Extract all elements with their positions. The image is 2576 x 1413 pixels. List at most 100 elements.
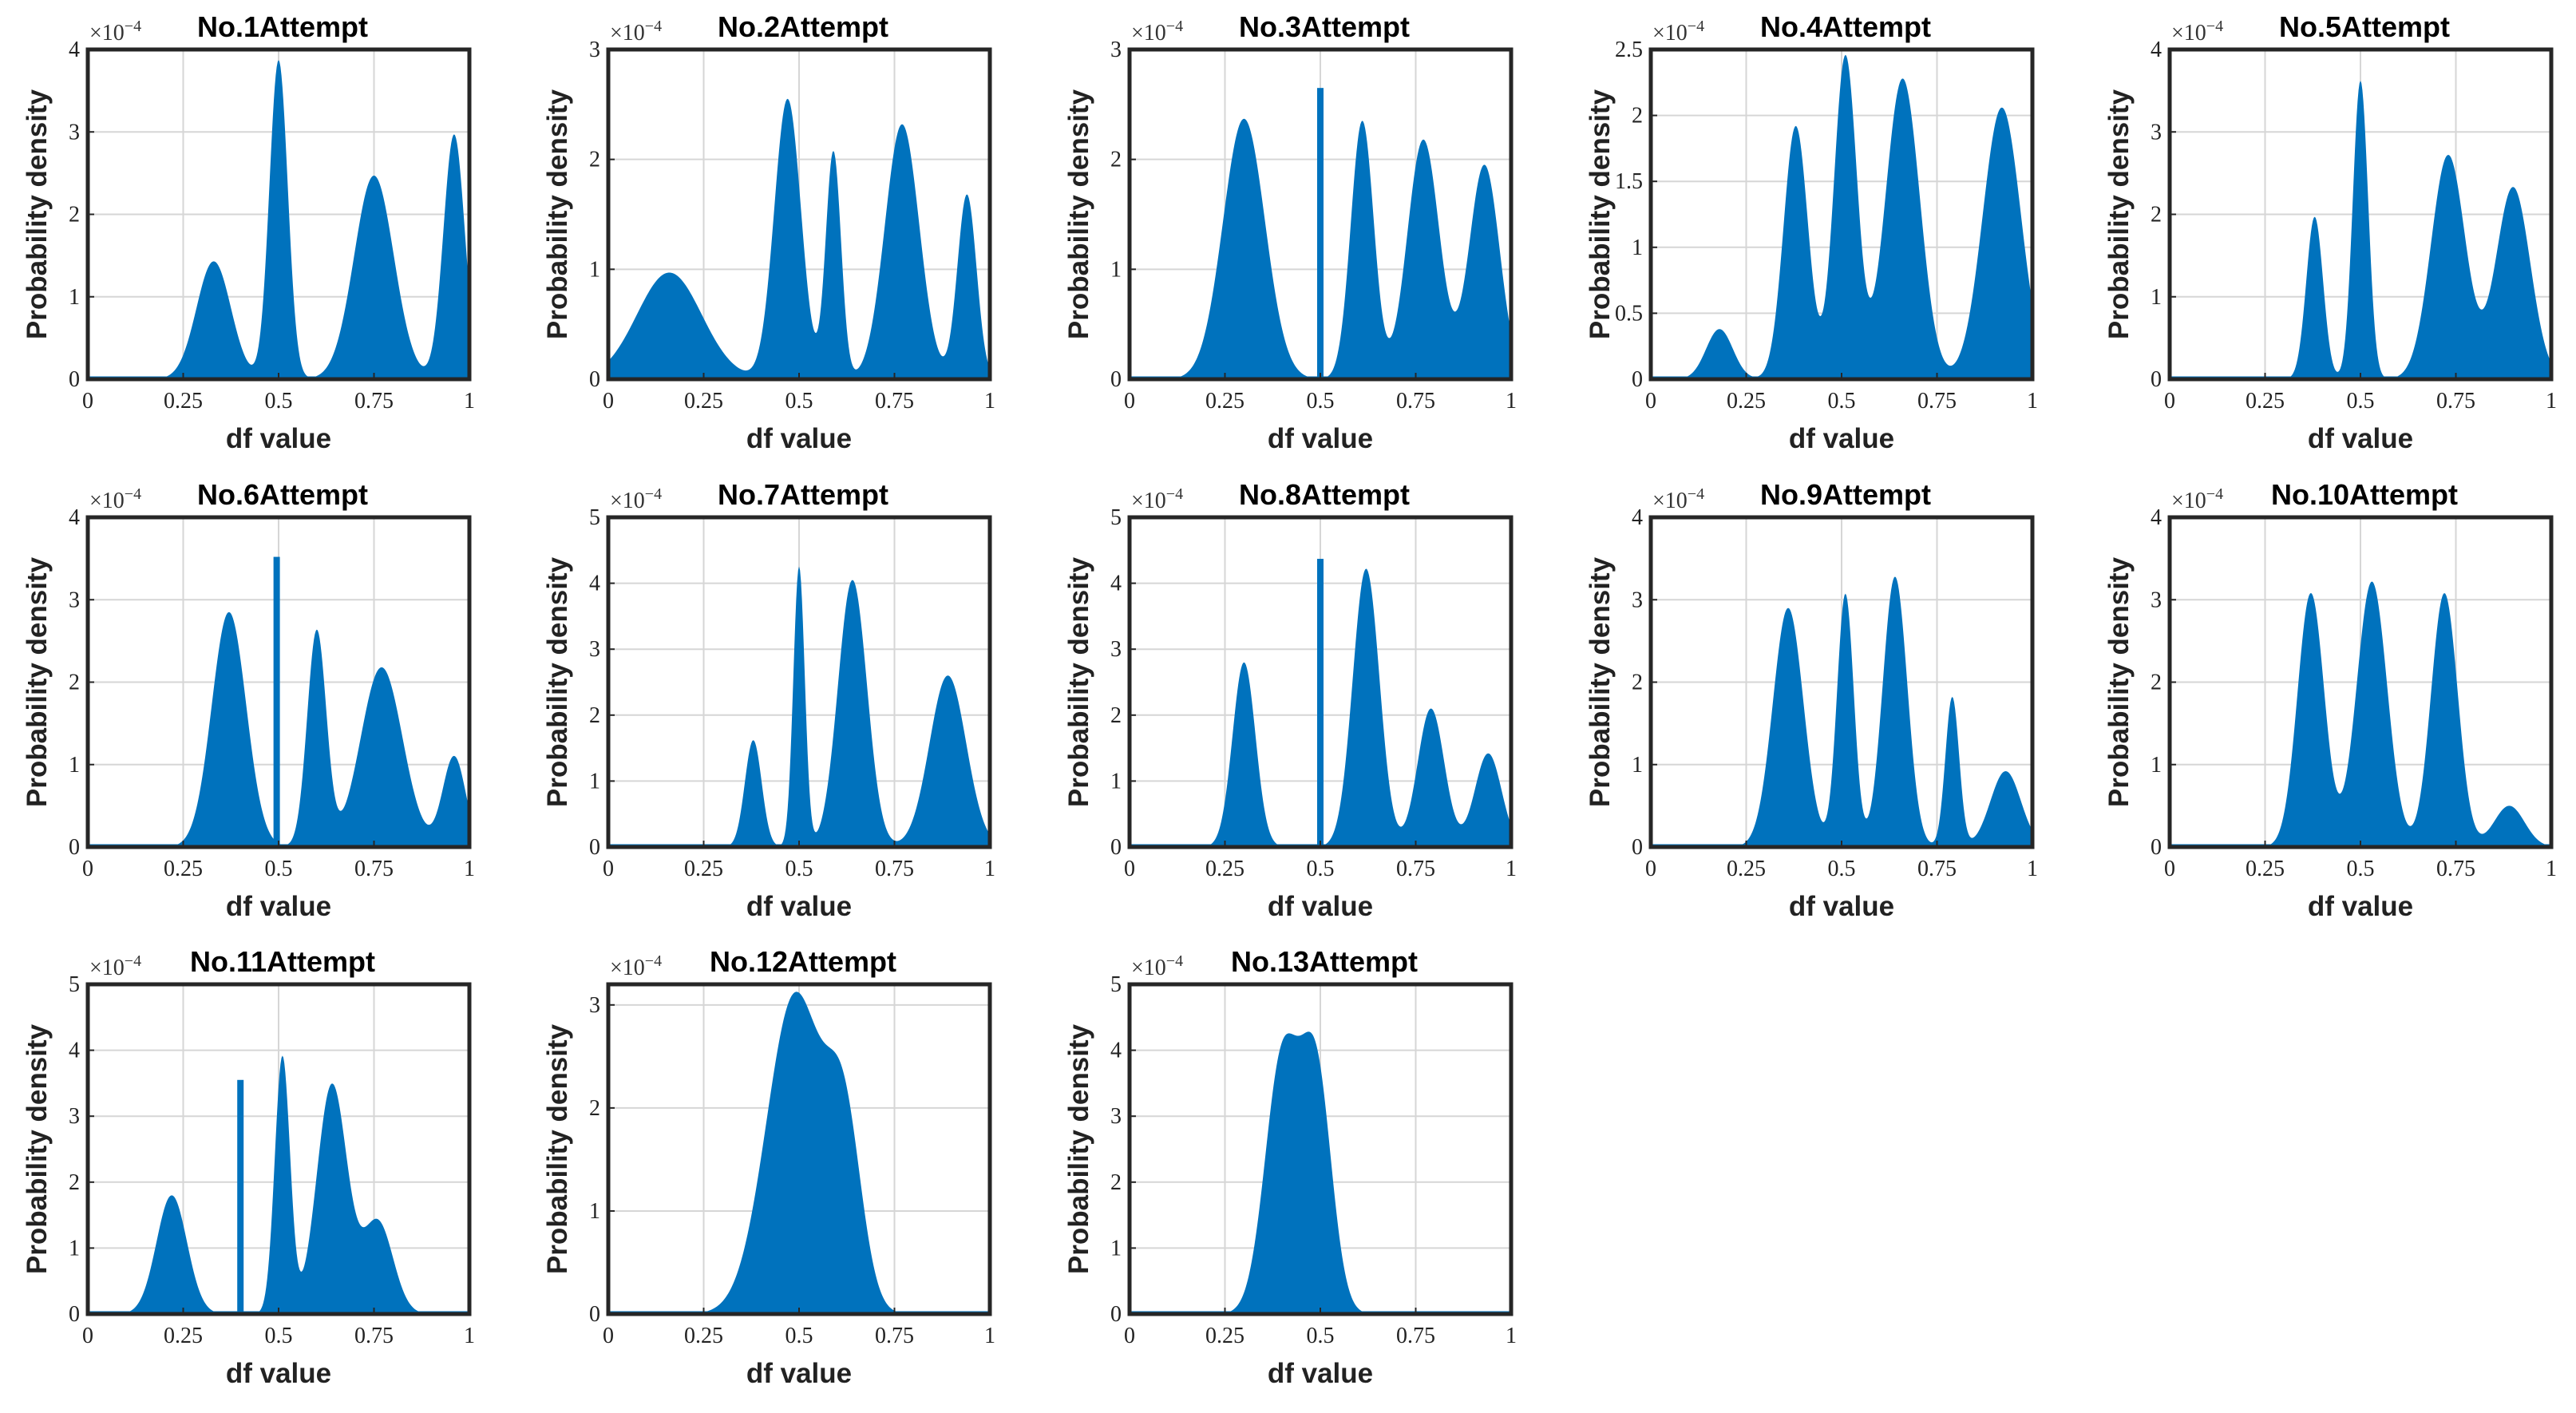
density-area (608, 991, 990, 1314)
x-tick-label: 0.75 (1917, 857, 1957, 881)
x-tick-label: 0 (82, 389, 93, 414)
density-area (1651, 54, 2032, 379)
y-tick-label: 3 (69, 120, 80, 144)
x-tick-label: 0.5 (1307, 1324, 1335, 1348)
x-tick-label: 0.25 (1727, 857, 1766, 881)
y-tick-label: 5 (589, 505, 600, 530)
subplot-12: 0 0.25 0.5 0.75 1 0 1 2 3 ×10−4 No.12Attempt df val… (542, 945, 995, 1389)
y-tick-label: 1 (1110, 1236, 1122, 1261)
y-tick-label: 1 (1632, 236, 1643, 260)
subplot-title: No.5Attempt (2279, 10, 2450, 43)
y-tick-label: 3 (1110, 38, 1122, 62)
x-tick-label: 0.5 (265, 389, 293, 414)
y-tick-label: 2 (2151, 203, 2162, 228)
y-tick-label: 4 (1110, 572, 1122, 596)
x-tick-label: 1 (464, 389, 475, 414)
y-tick-label: 0 (589, 1302, 600, 1327)
y-tick-label: 3 (589, 993, 600, 1018)
x-tick-label: 0.75 (2436, 389, 2475, 414)
subplot-3: 0 0.25 0.5 0.75 1 0 1 2 3 ×10−4 No.3Attempt df valu… (1063, 10, 1517, 454)
subplot-13: 0 0.25 0.5 0.75 1 0 1 2 3 4 5 ×10−4 No.13Attempt df v… (1063, 945, 1517, 1389)
y-tick-label: 3 (2151, 588, 2162, 612)
subplot-5: 0 0.25 0.5 0.75 1 0 1 2 3 4 ×10−4 No.5Attempt df val… (2103, 10, 2557, 454)
x-tick-label: 0.75 (354, 389, 394, 414)
density-area (88, 1055, 469, 1314)
x-tick-label: 0.25 (2246, 389, 2285, 414)
x-tick-label: 0.75 (875, 857, 914, 881)
x-tick-label: 0 (82, 857, 93, 881)
density-area (2170, 581, 2551, 847)
y-exponent-label: ×10−4 (610, 485, 662, 513)
x-tick-label: 0.25 (684, 1324, 723, 1348)
x-tick-label: 0.5 (1307, 389, 1335, 414)
density-area (1130, 568, 1511, 847)
y-tick-label: 3 (589, 637, 600, 662)
x-tick-label: 0.25 (1205, 857, 1244, 881)
x-tick-label: 0.25 (1205, 389, 1244, 414)
y-axis-label: Probability density (2103, 89, 2135, 339)
x-tick-label: 0.25 (164, 1324, 203, 1348)
y-tick-label: 1 (69, 285, 80, 310)
y-exponent-label: ×10−4 (1652, 18, 1704, 46)
density-area (88, 60, 469, 380)
x-tick-label: 0 (603, 857, 614, 881)
y-axis-label: Probability density (1063, 1023, 1094, 1274)
density-area (88, 612, 469, 847)
x-tick-label: 0.75 (875, 389, 914, 414)
density-spike (1317, 88, 1324, 379)
x-tick-label: 0.5 (785, 1324, 813, 1348)
x-tick-label: 1 (984, 857, 995, 881)
x-tick-label: 1 (1506, 389, 1517, 414)
y-axis-label: Probability density (22, 556, 53, 807)
y-tick-label: 2.5 (1615, 38, 1643, 62)
y-tick-label: 1 (1110, 257, 1122, 282)
y-tick-label: 0 (69, 367, 80, 392)
x-axis-label: df value (1268, 1358, 1373, 1389)
x-tick-label: 0 (603, 389, 614, 414)
y-exponent-label: ×10−4 (89, 18, 141, 46)
y-tick-label: 1 (69, 753, 80, 778)
y-tick-label: 0 (1110, 367, 1122, 392)
x-tick-label: 0.5 (2347, 857, 2375, 881)
y-axis-label: Probability density (1063, 556, 1094, 807)
y-tick-label: 3 (589, 38, 600, 62)
y-tick-label: 2 (69, 203, 80, 228)
x-tick-label: 1 (2027, 857, 2038, 881)
y-axis-label: Probability density (542, 1023, 573, 1274)
x-tick-label: 0.75 (1396, 389, 1435, 414)
x-axis-label: df value (746, 891, 852, 922)
y-axis-label: Probability density (22, 89, 53, 339)
x-axis-label: df value (226, 1358, 331, 1389)
y-tick-label: 0 (1632, 835, 1643, 860)
y-tick-label: 2 (1110, 703, 1122, 728)
y-tick-label: 1.5 (1615, 169, 1643, 194)
y-tick-label: 0.5 (1615, 301, 1643, 326)
x-tick-label: 0 (1645, 389, 1656, 414)
y-exponent-label: ×10−4 (1131, 485, 1183, 513)
x-tick-label: 0 (603, 1324, 614, 1348)
y-axis-label: Probability density (2103, 556, 2135, 807)
y-tick-label: 5 (1110, 505, 1122, 530)
y-tick-label: 1 (1110, 769, 1122, 794)
y-tick-label: 2 (1110, 1170, 1122, 1195)
x-tick-label: 0.5 (265, 857, 293, 881)
y-axis-label: Probability density (1585, 556, 1616, 807)
y-exponent-label: ×10−4 (610, 952, 662, 980)
subplot-6: 0 0.25 0.5 0.75 1 0 1 2 3 4 ×10−4 No.6Attempt df val… (22, 478, 475, 922)
y-tick-label: 2 (2151, 671, 2162, 695)
x-axis-label: df value (226, 423, 331, 454)
y-axis-label: Probability density (542, 556, 573, 807)
y-tick-label: 1 (589, 1199, 600, 1224)
y-tick-label: 4 (69, 38, 80, 62)
y-exponent-label: ×10−4 (89, 952, 141, 980)
y-tick-label: 1 (69, 1236, 80, 1261)
y-tick-label: 1 (2151, 285, 2162, 310)
y-tick-label: 1 (589, 769, 600, 794)
x-axis-label: df value (1789, 891, 1894, 922)
x-tick-label: 1 (984, 1324, 995, 1348)
y-tick-label: 4 (69, 505, 80, 530)
x-tick-label: 1 (2546, 857, 2557, 881)
x-tick-label: 0.75 (1396, 1324, 1435, 1348)
y-axis-label: Probability density (1585, 89, 1616, 339)
x-tick-label: 0.25 (1727, 389, 1766, 414)
